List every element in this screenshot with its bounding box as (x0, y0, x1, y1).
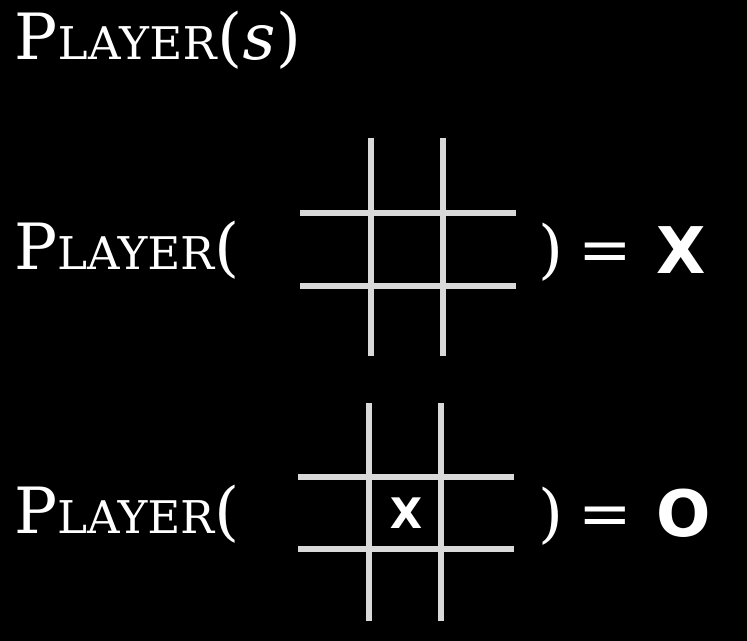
example-1-grid (300, 138, 516, 356)
example-2-result: O (656, 478, 711, 552)
example-1-open-paren: ( (214, 211, 240, 285)
example-2-equals: = (578, 477, 632, 551)
example-2-function-name: Player (14, 475, 215, 549)
example-1-result: X (656, 215, 706, 289)
title-argument: s (242, 1, 276, 75)
board-cell-center-mark: X (389, 489, 423, 538)
example-1-function-name: Player (14, 211, 215, 285)
example-1-function: Player( (14, 216, 239, 280)
title-close-paren: ) (275, 1, 302, 75)
example-2-close-paren: ) (538, 477, 563, 551)
example-2-open-paren: ( (214, 475, 240, 549)
title-function-name: Player (14, 1, 218, 75)
example-2-grid (298, 403, 514, 621)
example-1-equals: = (578, 213, 632, 287)
example-2-function: Player( (14, 480, 239, 544)
example-2-board: X (296, 401, 520, 623)
example-1-close-paren: ) (538, 213, 563, 287)
example-row-2: Player( X ) = O (0, 397, 747, 627)
example-1-board (296, 136, 520, 358)
page-title: Player(s) (14, 6, 301, 70)
title-open-paren: ( (217, 1, 243, 75)
example-row-1: Player( ) = X (0, 132, 747, 362)
